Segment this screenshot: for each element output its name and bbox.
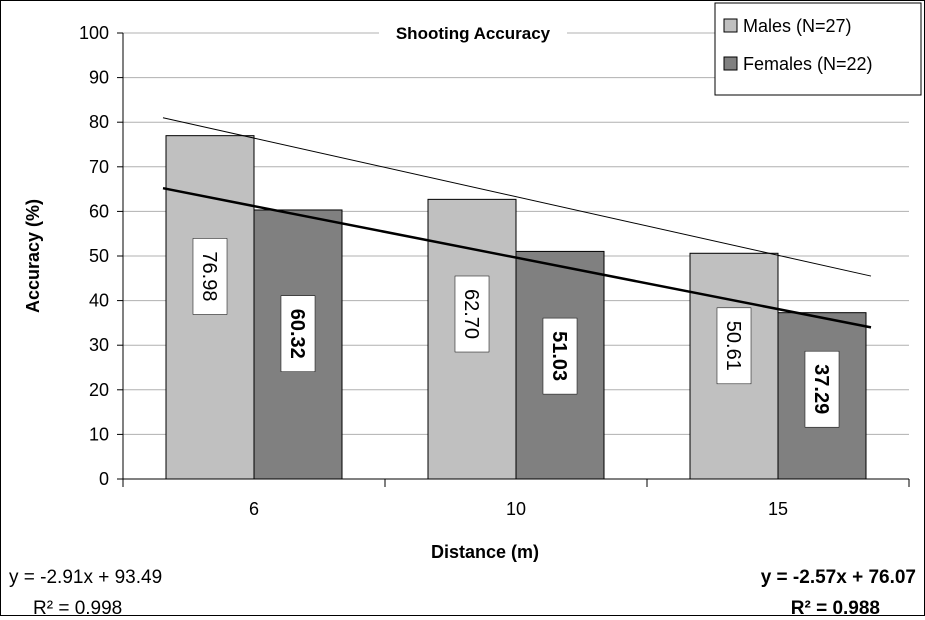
- x-tick-label: 10: [506, 499, 526, 519]
- x-tick-label: 15: [768, 499, 788, 519]
- data-label-box: [804, 350, 840, 428]
- data-label: 51.03: [548, 331, 570, 381]
- y-tick-label: 60: [89, 201, 109, 221]
- data-label-box: [716, 307, 752, 385]
- trendline: [162, 117, 872, 277]
- x-tick-label: 6: [249, 499, 259, 519]
- females-trend-r2: R² = 0.988: [790, 598, 880, 619]
- y-tick-label: 20: [89, 380, 109, 400]
- females-trend-equation: y = -2.57x + 76.07: [760, 567, 916, 588]
- legend-swatch: [723, 56, 738, 71]
- legend-label: Males (N=27): [743, 16, 852, 36]
- y-tick-label: 100: [79, 23, 109, 43]
- data-label: 37.29: [810, 364, 832, 414]
- chart-title: Shooting Accuracy: [396, 24, 551, 43]
- y-tick-label: 90: [89, 68, 109, 88]
- males-trend-equation: y = -2.91x + 93.49: [9, 567, 163, 588]
- y-tick-label: 50: [89, 246, 109, 266]
- data-label: 76.98: [198, 251, 220, 301]
- y-tick-label: 70: [89, 157, 109, 177]
- y-axis-title: Accuracy (%): [23, 199, 43, 313]
- data-label: 62.70: [460, 289, 482, 339]
- legend-label: Females (N=22): [743, 54, 873, 74]
- data-label-box: [454, 275, 490, 353]
- y-tick-label: 30: [89, 335, 109, 355]
- legend-swatch: [723, 18, 738, 33]
- males-trend-r2: R² = 0.998: [33, 598, 123, 619]
- y-tick-label: 0: [99, 469, 109, 489]
- x-axis-title: Distance (m): [431, 542, 539, 562]
- y-tick-label: 40: [89, 291, 109, 311]
- data-label-box: [192, 238, 228, 315]
- data-label: 50.61: [722, 321, 744, 371]
- y-tick-label: 80: [89, 112, 109, 132]
- trendline: [162, 186, 872, 329]
- data-label-box: [280, 295, 316, 372]
- title-background: [379, 20, 567, 46]
- legend-box: [714, 2, 922, 96]
- y-tick-label: 10: [89, 424, 109, 444]
- data-label: 60.32: [286, 309, 308, 359]
- data-label-box: [542, 317, 578, 395]
